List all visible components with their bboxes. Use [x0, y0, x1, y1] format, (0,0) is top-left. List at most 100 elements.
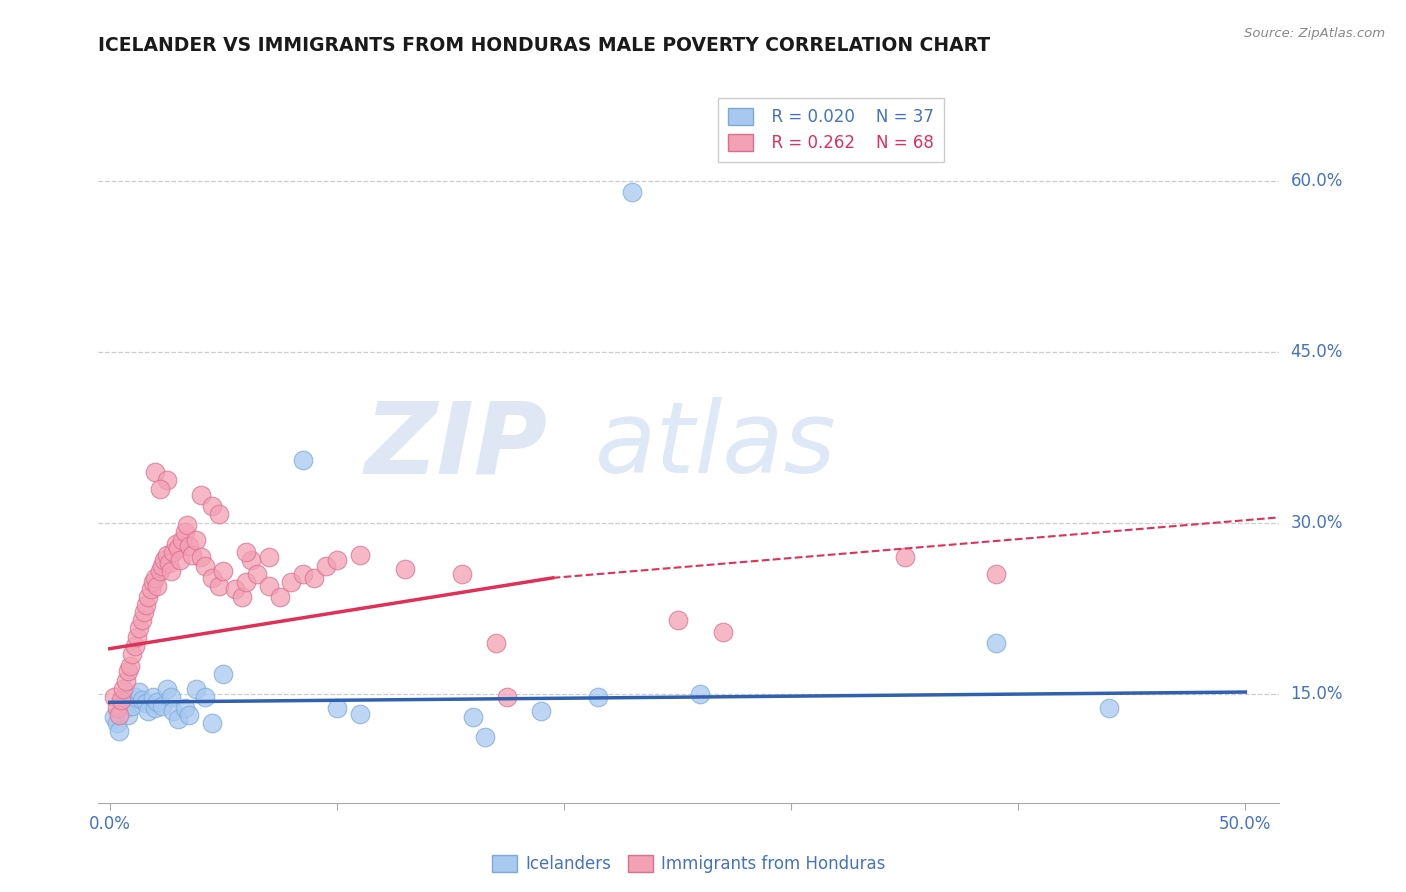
- Point: [201, 715, 224, 730]
- Point: [231, 591, 253, 605]
- Point: [291, 567, 314, 582]
- Text: ICELANDER VS IMMIGRANTS FROM HONDURAS MALE POVERTY CORRELATION CHART: ICELANDER VS IMMIGRANTS FROM HONDURAS MA…: [98, 36, 991, 54]
- Point: [212, 666, 235, 681]
- Point: [246, 567, 269, 582]
- Point: [666, 613, 689, 627]
- Point: [128, 685, 150, 699]
- Text: Source: ZipAtlas.com: Source: ZipAtlas.com: [1244, 27, 1385, 40]
- Point: [165, 536, 187, 550]
- Point: [257, 550, 280, 565]
- Point: [150, 698, 173, 713]
- Point: [142, 690, 165, 704]
- Point: [155, 681, 177, 696]
- Point: [450, 567, 472, 582]
- Point: [257, 579, 280, 593]
- Point: [146, 579, 169, 593]
- Text: 60.0%: 60.0%: [1291, 171, 1343, 189]
- Point: [184, 533, 207, 548]
- Point: [180, 548, 202, 562]
- Point: [208, 579, 231, 593]
- Point: [485, 636, 508, 650]
- Point: [121, 698, 143, 713]
- Point: [105, 715, 128, 730]
- Text: 15.0%: 15.0%: [1291, 685, 1343, 703]
- Point: [132, 605, 155, 619]
- Point: [984, 567, 1007, 582]
- Point: [315, 559, 337, 574]
- Point: [190, 487, 212, 501]
- Point: [463, 710, 485, 724]
- Point: [349, 548, 371, 562]
- Point: [169, 552, 191, 566]
- Point: [224, 582, 246, 597]
- Point: [235, 575, 257, 590]
- Point: [167, 713, 190, 727]
- Point: [621, 185, 644, 199]
- Point: [131, 693, 153, 707]
- Point: [155, 473, 177, 487]
- Point: [117, 665, 139, 679]
- Point: [711, 624, 734, 639]
- Point: [112, 681, 135, 696]
- Point: [160, 690, 183, 704]
- Point: [239, 552, 262, 566]
- Point: [184, 681, 207, 696]
- Point: [114, 673, 136, 688]
- Point: [302, 571, 325, 585]
- Point: [131, 613, 153, 627]
- Point: [155, 548, 177, 562]
- Text: 45.0%: 45.0%: [1291, 343, 1343, 360]
- Point: [157, 556, 180, 570]
- Point: [326, 701, 349, 715]
- Point: [212, 564, 235, 578]
- Point: [149, 564, 172, 578]
- Point: [530, 705, 553, 719]
- Point: [326, 552, 349, 566]
- Point: [1098, 701, 1121, 715]
- Point: [108, 723, 131, 738]
- Point: [194, 559, 217, 574]
- Point: [194, 690, 217, 704]
- Point: [112, 693, 135, 707]
- Point: [474, 730, 496, 744]
- Text: 30.0%: 30.0%: [1291, 514, 1343, 532]
- Point: [138, 705, 160, 719]
- Point: [128, 621, 150, 635]
- Point: [160, 564, 183, 578]
- Point: [162, 705, 184, 719]
- Point: [176, 518, 198, 533]
- Point: [103, 710, 125, 724]
- Point: [173, 525, 195, 540]
- Point: [110, 693, 132, 707]
- Point: [162, 544, 184, 558]
- Text: atlas: atlas: [595, 398, 837, 494]
- Point: [135, 599, 157, 613]
- Point: [893, 550, 915, 565]
- Point: [117, 707, 139, 722]
- Point: [121, 648, 143, 662]
- Point: [269, 591, 291, 605]
- Point: [201, 571, 224, 585]
- Point: [120, 658, 142, 673]
- Point: [179, 707, 201, 722]
- Point: [124, 690, 146, 704]
- Point: [280, 575, 302, 590]
- Point: [143, 465, 166, 479]
- Point: [135, 697, 157, 711]
- Point: [586, 690, 609, 704]
- Point: [235, 544, 257, 558]
- Point: [103, 690, 125, 704]
- Point: [124, 640, 146, 654]
- Point: [173, 701, 195, 715]
- Point: [146, 695, 169, 709]
- Point: [143, 571, 166, 585]
- Point: [689, 687, 711, 701]
- Point: [125, 630, 148, 644]
- Point: [172, 533, 194, 548]
- Point: [190, 550, 212, 565]
- Text: ZIP: ZIP: [364, 398, 547, 494]
- Point: [150, 559, 173, 574]
- Point: [105, 701, 128, 715]
- Point: [201, 499, 224, 513]
- Point: [138, 591, 160, 605]
